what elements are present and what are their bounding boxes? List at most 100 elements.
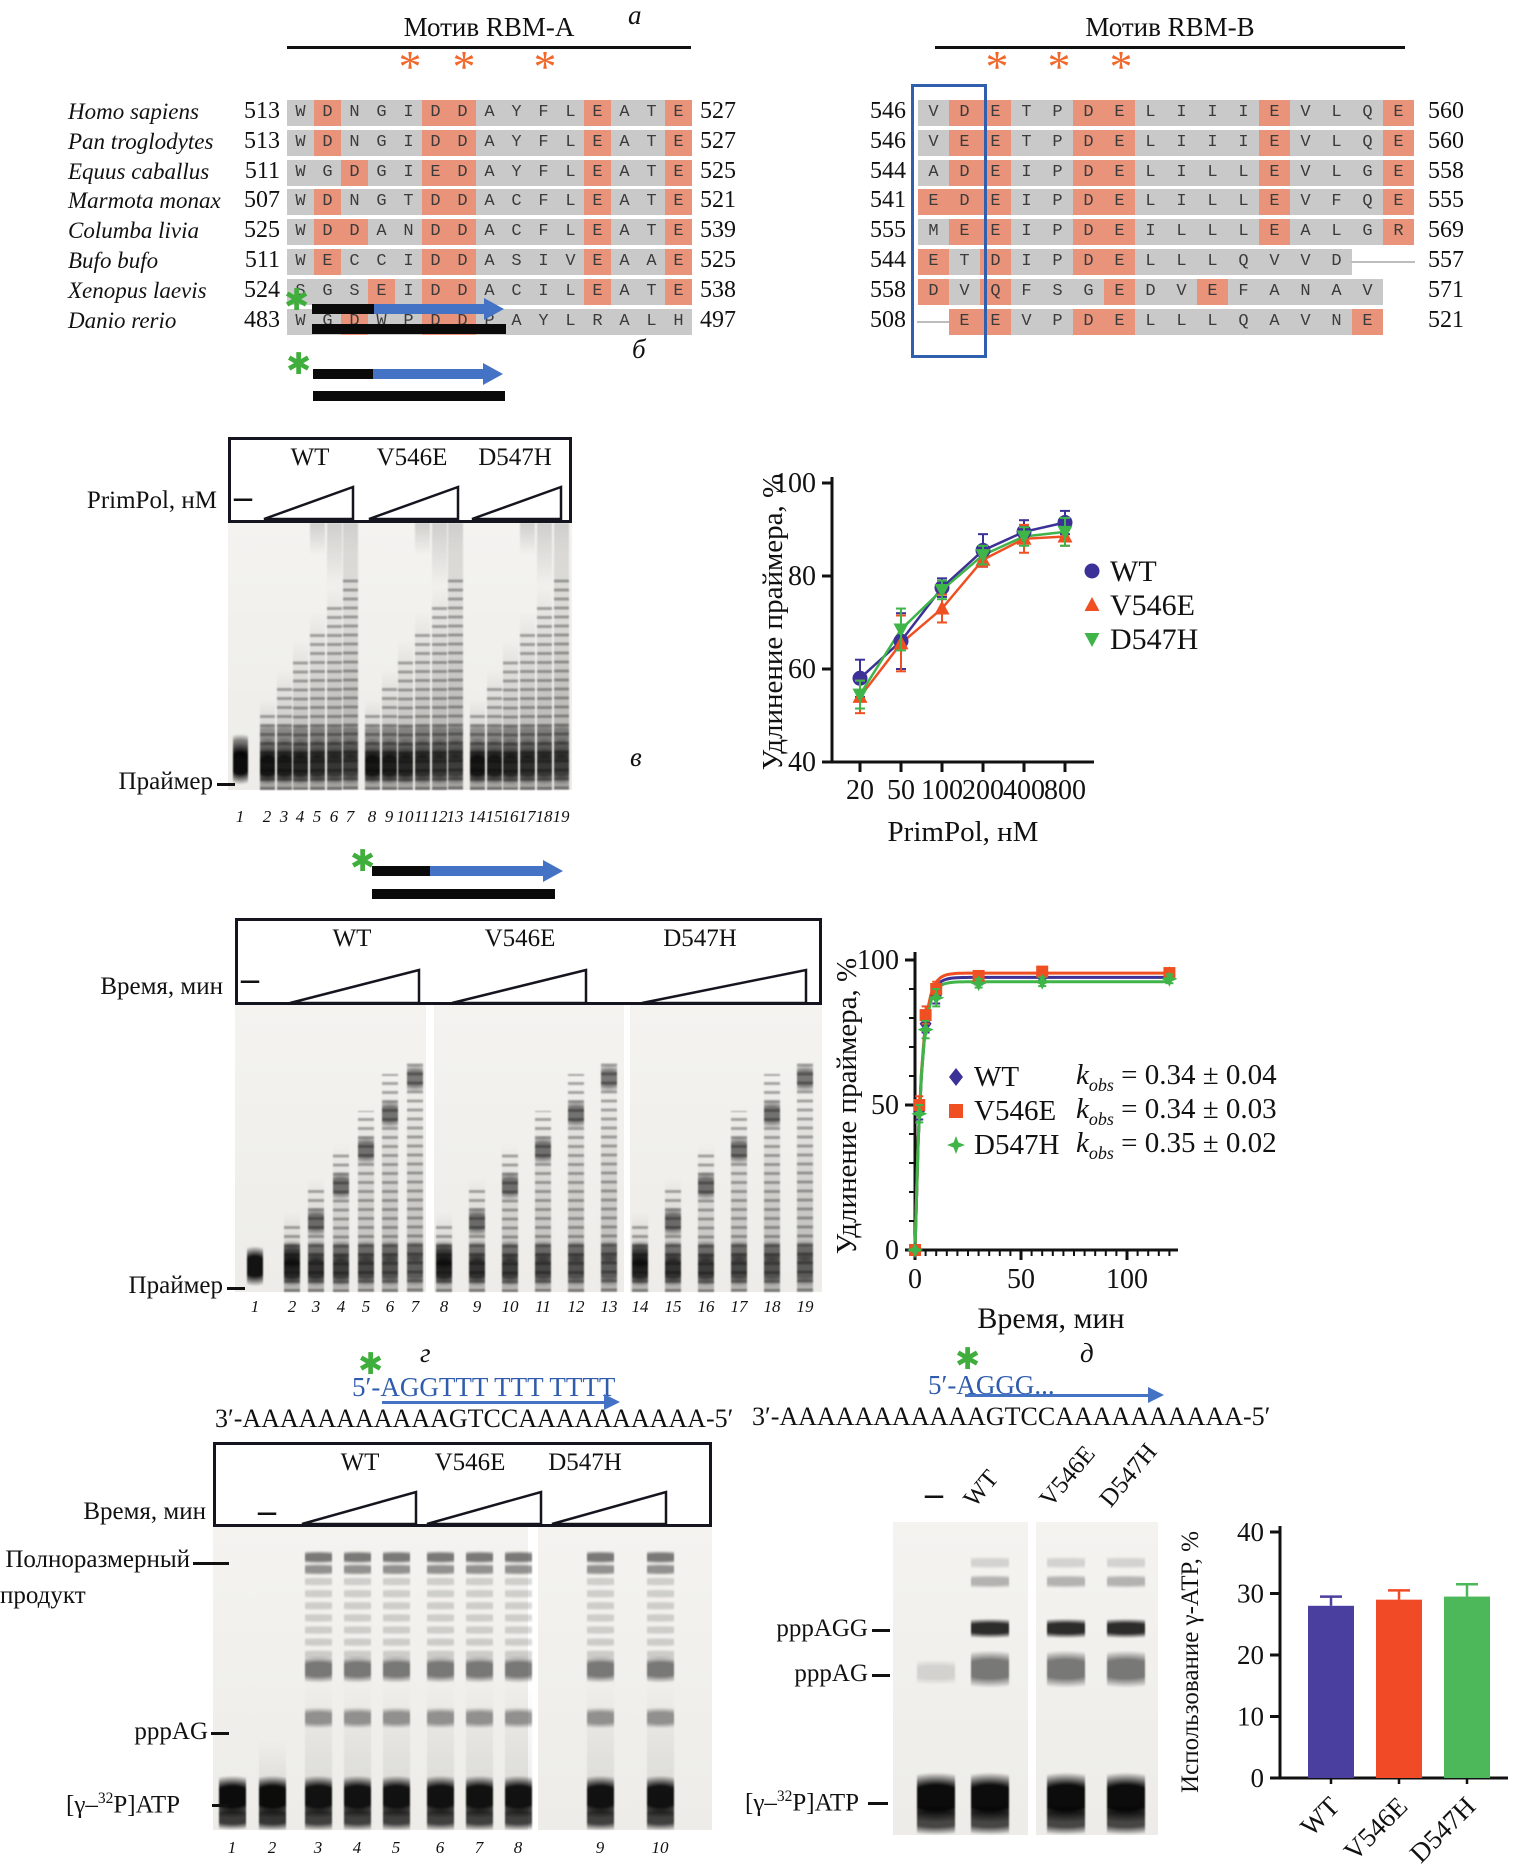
- residue-cell: S: [287, 279, 314, 305]
- residue-cell: D: [1073, 100, 1104, 126]
- gel-lane: [326, 523, 342, 790]
- motif-a-end-number: 521: [700, 187, 736, 213]
- y-tick-label: 50: [871, 1090, 899, 1121]
- motif-b-end-number: 560: [1428, 128, 1464, 154]
- lane-number: 10: [396, 807, 414, 826]
- residue-cell: V: [1352, 279, 1383, 305]
- residue-cell: D: [949, 100, 980, 126]
- residue-cell: L: [1135, 160, 1166, 186]
- residue-cell: G: [314, 160, 341, 186]
- residue-cell: D: [949, 160, 980, 186]
- residue-cell: L: [557, 100, 584, 126]
- residue-cell: G: [1352, 160, 1383, 186]
- residue-cell: L: [1197, 219, 1228, 245]
- residue-cell: E: [665, 219, 692, 245]
- residue-cell: E: [918, 249, 949, 275]
- residue-cell: D: [449, 160, 476, 186]
- residue-cell: E: [949, 130, 980, 156]
- residue-cell: I: [1197, 130, 1228, 156]
- gel-lane: [486, 523, 502, 790]
- pppag-d-dash: [872, 1674, 890, 1677]
- residue-cell: I: [1166, 130, 1197, 156]
- motif-a-end-number: 497: [700, 307, 736, 333]
- atp-d-label: [γ–32P]ATP: [745, 1788, 859, 1817]
- motif-a-start-number: 513: [244, 128, 280, 154]
- y-tick-label: 100: [857, 945, 899, 976]
- concentration-ramp-triangle: [289, 968, 421, 1005]
- gel-lane: [519, 523, 535, 790]
- gel-lane: [698, 1005, 714, 1292]
- motif-b-end-number: 558: [1428, 158, 1464, 184]
- residue-cell: P: [1042, 189, 1073, 215]
- legend-row: D547H kobs = 0.35 ± 0.02: [946, 1126, 1277, 1163]
- residue-cell: E: [584, 279, 611, 305]
- lane-number: 15: [485, 807, 503, 826]
- residue-cell: [917, 309, 950, 335]
- motif-b-end-number: 569: [1428, 217, 1464, 243]
- y-tick-label: 0: [1251, 1763, 1265, 1793]
- residue-cell: I: [1135, 219, 1166, 245]
- lane-number: 18: [535, 807, 553, 826]
- residue-cell: D: [314, 130, 341, 156]
- residue-cell: E: [1383, 100, 1414, 126]
- gel-lane: [646, 1527, 674, 1830]
- data-marker: [907, 1242, 923, 1258]
- motif-a-start-number: 525: [244, 217, 280, 243]
- residue-cell: I: [1011, 189, 1042, 215]
- panel-d-label: д: [1080, 1338, 1094, 1368]
- gel-lane: [971, 1522, 1009, 1835]
- motif-a-start-number: 513: [244, 98, 280, 124]
- panel-b-label: б: [632, 334, 646, 364]
- motif-a-start-number: 524: [244, 277, 280, 303]
- residue-cell: E: [584, 160, 611, 186]
- residue-cell: Q: [1228, 249, 1259, 275]
- residue-cell: D: [1135, 279, 1166, 305]
- motif-b-start-number: 546: [870, 128, 906, 154]
- residue-cell: L: [1197, 249, 1228, 275]
- concentration-ramp-triangle: [551, 1490, 668, 1526]
- data-marker: [917, 1021, 934, 1038]
- legend-marker: [949, 1104, 963, 1118]
- y-axis-title: Удлинение праймера, %: [758, 474, 789, 770]
- motif-b-start-number: 558: [870, 277, 906, 303]
- residue-cell: A: [1259, 279, 1290, 305]
- lane-number: 2: [262, 807, 272, 826]
- residue-cell: D: [1073, 219, 1104, 245]
- extension-arrow-bar: [373, 369, 483, 379]
- gel-lane: [469, 523, 485, 790]
- residue-cell: A: [611, 309, 638, 335]
- data-marker: [928, 989, 945, 1006]
- kobs-value: kobs = 0.35 ± 0.02: [1076, 1126, 1277, 1163]
- residue-cell: E: [1104, 249, 1135, 275]
- motif-a-end-number: 527: [700, 98, 736, 124]
- residue-cell: V: [918, 130, 949, 156]
- residue-cell: A: [476, 249, 503, 275]
- alignment-gap-line: [917, 321, 950, 323]
- residue-cell: E: [1104, 279, 1135, 305]
- motif-b-start-number: 508: [870, 307, 906, 333]
- gel-group-header: D547H: [548, 1449, 622, 1476]
- bar-label: V546E: [1338, 1791, 1413, 1866]
- residue-cell: N: [1290, 279, 1321, 305]
- gel-lane: [426, 1527, 454, 1830]
- residue-cell: I: [530, 249, 557, 275]
- gel-lane: [414, 523, 430, 790]
- residue-cell: D: [449, 100, 476, 126]
- residue-cell: W: [287, 100, 314, 126]
- residue-cell: N: [395, 219, 422, 245]
- gel-lane: [1107, 1522, 1145, 1835]
- residue-cell: N: [341, 189, 368, 215]
- residue-cell: L: [557, 279, 584, 305]
- residue-cell: L: [1135, 309, 1166, 335]
- residue-cell: L: [1321, 100, 1352, 126]
- radiolabel-asterisk: ✱: [286, 347, 312, 382]
- atp-g-pre: [γ–: [66, 1791, 98, 1819]
- residue-cell: A: [611, 189, 638, 215]
- data-marker: [1084, 633, 1100, 647]
- species-name: Bufo bufo: [68, 248, 159, 273]
- gel-lane: [364, 523, 380, 790]
- gel-group-header: V546E: [484, 925, 556, 952]
- gel-lane: [343, 1527, 371, 1830]
- lane-number: 2: [287, 1297, 297, 1316]
- residue-cell: E: [1383, 130, 1414, 156]
